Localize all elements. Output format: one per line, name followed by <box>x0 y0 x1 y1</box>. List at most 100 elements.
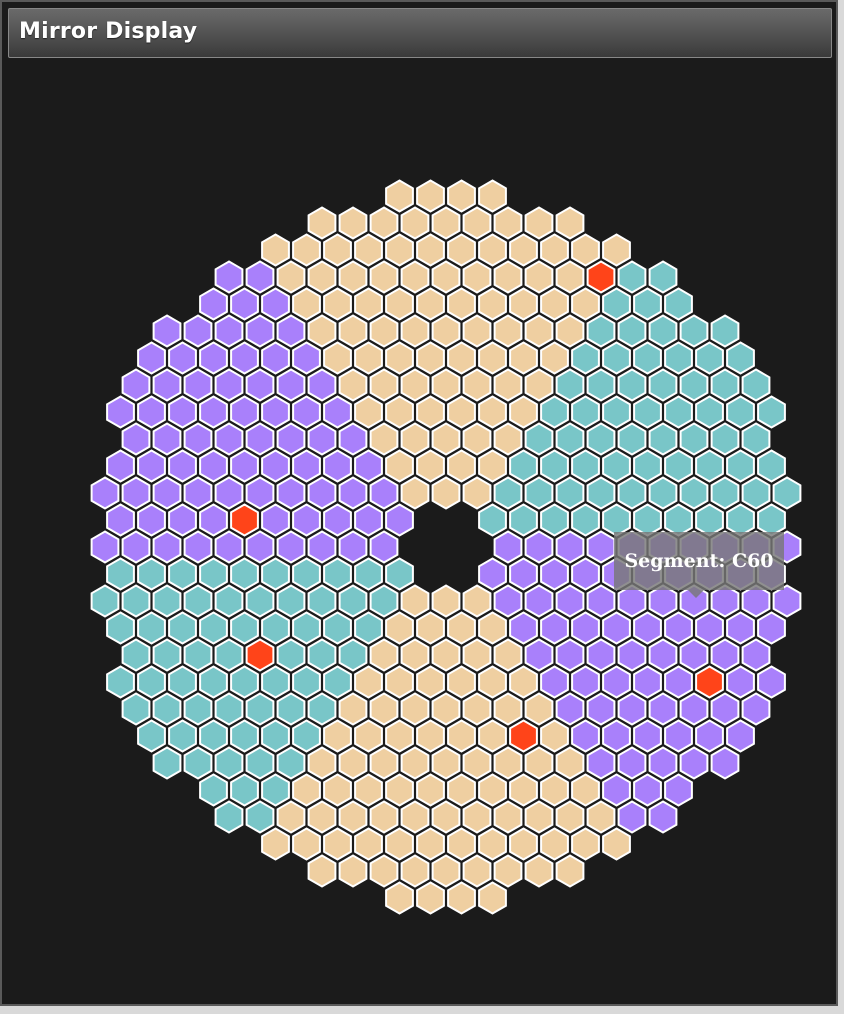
mirror-segment[interactable] <box>695 341 724 375</box>
mirror-segment[interactable] <box>695 611 724 645</box>
mirror-segment[interactable] <box>648 260 678 294</box>
mirror-segment[interactable] <box>571 719 600 753</box>
mirror-segment[interactable] <box>710 584 740 618</box>
mirror-segment[interactable] <box>540 719 569 753</box>
mirror-segment[interactable] <box>493 638 523 672</box>
mirror-segment[interactable] <box>617 260 647 294</box>
mirror-segment[interactable] <box>540 395 569 429</box>
mirror-segment[interactable] <box>664 449 693 483</box>
mirror-segment[interactable] <box>431 854 461 888</box>
mirror-segment[interactable] <box>586 368 616 402</box>
mirror-segment[interactable] <box>90 584 120 618</box>
mirror-segment[interactable] <box>230 719 259 753</box>
mirror-segment[interactable] <box>199 287 228 321</box>
mirror-segment[interactable] <box>726 719 755 753</box>
mirror-segment[interactable] <box>152 476 182 510</box>
mirror-segment[interactable] <box>602 287 631 321</box>
mirror-segment[interactable] <box>571 557 600 591</box>
mirror-segment[interactable] <box>633 395 662 429</box>
mirror-segment[interactable] <box>524 746 554 780</box>
mirror-segment[interactable] <box>400 692 430 726</box>
mirror-segment[interactable] <box>602 503 631 537</box>
mirror-segment[interactable] <box>462 746 492 780</box>
mirror-segment[interactable] <box>323 395 352 429</box>
mirror-segment[interactable] <box>307 854 337 888</box>
mirror-segment[interactable] <box>416 287 445 321</box>
mirror-segment[interactable] <box>431 314 461 348</box>
mirror-segment[interactable] <box>385 827 414 861</box>
mirror-segment[interactable] <box>710 638 740 672</box>
mirror-segment[interactable] <box>524 368 554 402</box>
mirror-segment[interactable] <box>354 233 383 267</box>
mirror-segment[interactable] <box>338 584 368 618</box>
mirror-segment[interactable] <box>121 422 151 456</box>
mirror-segment[interactable] <box>555 800 585 834</box>
mirror-segment[interactable] <box>617 368 647 402</box>
mirror-segment[interactable] <box>199 719 228 753</box>
mirror-segment[interactable] <box>710 692 740 726</box>
mirror-segment[interactable] <box>555 584 585 618</box>
mirror-segment[interactable] <box>245 746 275 780</box>
mirror-segment[interactable] <box>462 368 492 402</box>
mirror-segment[interactable] <box>369 638 399 672</box>
mirror-segment[interactable] <box>338 368 368 402</box>
mirror-segment[interactable] <box>369 206 399 240</box>
mirror-segment[interactable] <box>214 638 244 672</box>
mirror-segment[interactable] <box>137 395 166 429</box>
mirror-segment[interactable] <box>478 881 507 915</box>
mirror-segment[interactable] <box>338 206 368 240</box>
mirror-segment[interactable] <box>602 827 631 861</box>
mirror-segment[interactable] <box>602 773 631 807</box>
mirror-segment[interactable] <box>447 719 476 753</box>
mirror-segment[interactable] <box>400 422 430 456</box>
mirror-segment[interactable] <box>462 206 492 240</box>
mirror-segment[interactable] <box>292 773 321 807</box>
mirror-segment[interactable] <box>431 476 461 510</box>
mirror-segment[interactable] <box>276 530 306 564</box>
mirror-segment[interactable] <box>307 530 337 564</box>
mirror-segment[interactable] <box>586 692 616 726</box>
mirror-segment[interactable] <box>400 260 430 294</box>
mirror-segment[interactable] <box>431 638 461 672</box>
mirror-segment[interactable] <box>586 800 616 834</box>
mirror-segment[interactable] <box>462 692 492 726</box>
mirror-segment[interactable] <box>478 233 507 267</box>
mirror-segment[interactable] <box>323 665 352 699</box>
mirror-segment[interactable] <box>354 827 383 861</box>
mirror-segment[interactable] <box>152 368 182 402</box>
mirror-segment[interactable] <box>726 395 755 429</box>
mirror-segment[interactable] <box>602 719 631 753</box>
mirror-segment[interactable] <box>586 476 616 510</box>
mirror-segment[interactable] <box>400 800 430 834</box>
mirror-segment[interactable] <box>276 692 306 726</box>
mirror-segment[interactable] <box>524 584 554 618</box>
mirror-segment[interactable] <box>509 287 538 321</box>
mirror-segment[interactable] <box>385 611 414 645</box>
mirror-segment[interactable] <box>679 368 709 402</box>
mirror-segment[interactable] <box>555 206 585 240</box>
mirror-segment[interactable] <box>509 503 538 537</box>
mirror-segment[interactable] <box>462 800 492 834</box>
mirror-segment[interactable] <box>431 368 461 402</box>
mirror-segment[interactable] <box>602 611 631 645</box>
mirror-segment[interactable] <box>555 476 585 510</box>
mirror-segment[interactable] <box>679 638 709 672</box>
mirror-segment[interactable] <box>602 449 631 483</box>
mirror-segment[interactable] <box>276 260 306 294</box>
mirror-segment[interactable] <box>462 260 492 294</box>
mirror-segment[interactable] <box>214 692 244 726</box>
mirror-segment[interactable] <box>648 368 678 402</box>
mirror-segment[interactable] <box>431 206 461 240</box>
mirror-segment[interactable] <box>617 584 647 618</box>
mirror-segment[interactable] <box>369 368 399 402</box>
mirror-segment[interactable] <box>741 422 771 456</box>
mirror-segment[interactable] <box>540 773 569 807</box>
mirror-segment[interactable] <box>354 773 383 807</box>
mirror-segment[interactable] <box>478 179 507 213</box>
mirror-segment[interactable] <box>695 395 724 429</box>
mirror-segment[interactable] <box>757 395 786 429</box>
mirror-segment[interactable] <box>323 233 352 267</box>
mirror-segment[interactable] <box>757 503 786 537</box>
mirror-segment[interactable] <box>462 314 492 348</box>
mirror-segment[interactable] <box>199 557 228 591</box>
